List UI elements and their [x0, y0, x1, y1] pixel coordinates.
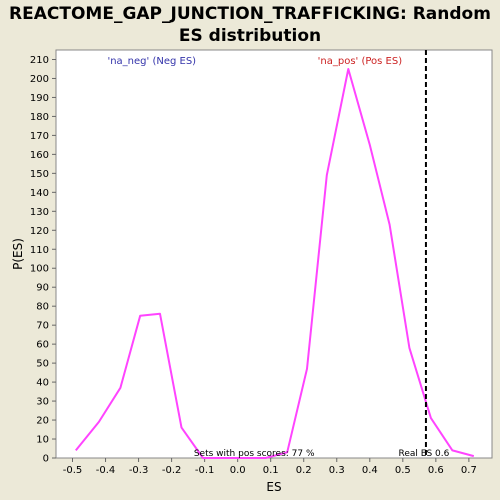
y-tick-label: 180 [30, 112, 49, 123]
x-axis: -0.5 -0.4 -0.3 -0.2 -0.1 0.0 0.1 0.2 0.3 0.4 0.5 0.… [63, 458, 477, 476]
x-tick-label: 0.7 [461, 465, 477, 476]
y-tick-label: 120 [30, 226, 49, 237]
y-tick-label: 110 [30, 245, 49, 256]
y-tick-label: 130 [30, 207, 49, 218]
x-tick-label: -0.3 [129, 465, 149, 476]
y-axis: 0 10 20 30 40 50 60 70 80 90 100 110 120 130 140 150 160… [30, 55, 56, 465]
y-tick-label: 70 [36, 321, 49, 332]
y-tick-label: 40 [36, 378, 49, 389]
x-tick-label: 0.2 [296, 465, 312, 476]
x-tick-label: -0.1 [195, 465, 215, 476]
y-tick-label: 50 [36, 359, 49, 370]
real-es-label: Real ES 0.6 [399, 449, 450, 459]
y-tick-label: 210 [30, 55, 49, 66]
x-tick-label: 0.3 [329, 465, 345, 476]
y-tick-label: 190 [30, 93, 49, 104]
es-distribution-line [75, 68, 475, 459]
x-tick-label: 0.1 [263, 465, 279, 476]
x-tick-label: -0.5 [63, 465, 83, 476]
y-tick-label: 150 [30, 169, 49, 180]
y-tick-label: 10 [36, 435, 49, 446]
y-tick-label: 90 [36, 283, 49, 294]
y-tick-label: 170 [30, 131, 49, 142]
chart-title-line1: REACTOME_GAP_JUNCTION_TRAFFICKING: Rando… [9, 4, 491, 24]
plot-area [55, 49, 493, 459]
y-tick-label: 60 [36, 340, 49, 351]
x-tick-label: -0.2 [162, 465, 182, 476]
y-tick-label: 30 [36, 397, 49, 408]
y-tick-label: 140 [30, 188, 49, 199]
neg-es-label: 'na_neg' (Neg ES) [107, 56, 196, 67]
x-tick-label: -0.4 [96, 465, 116, 476]
y-tick-label: 0 [43, 454, 49, 465]
chart-title-line2: ES distribution [178, 26, 322, 46]
y-tick-label: 100 [30, 264, 49, 275]
x-axis-label: ES [266, 480, 281, 494]
x-tick-label: 0.0 [230, 465, 246, 476]
x-tick-label: 0.5 [395, 465, 411, 476]
y-tick-label: 20 [36, 416, 49, 427]
x-tick-label: 0.6 [428, 465, 444, 476]
y-axis-label: P(ES) [11, 238, 25, 270]
y-tick-label: 200 [30, 74, 49, 85]
y-tick-label: 80 [36, 302, 49, 313]
pos-es-label: 'na_pos' (Pos ES) [318, 56, 403, 67]
x-tick-label: 0.4 [362, 465, 378, 476]
y-tick-label: 160 [30, 150, 49, 161]
pos-scores-label: Sets with pos scores: 77 % [194, 449, 315, 459]
series-group [75, 68, 475, 459]
